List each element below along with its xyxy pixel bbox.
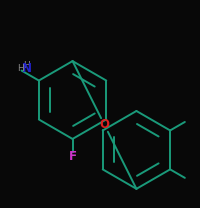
Text: H: H [17, 64, 24, 73]
Text: N: N [22, 62, 32, 75]
Text: O: O [99, 119, 109, 131]
Text: H: H [23, 61, 29, 70]
Text: F: F [68, 150, 76, 163]
